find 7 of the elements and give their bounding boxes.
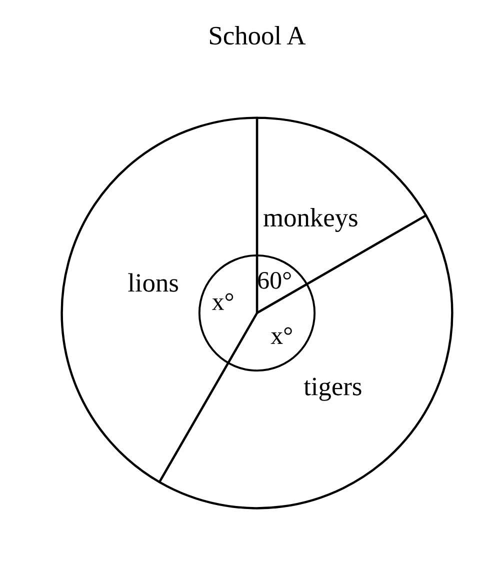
slice-label: monkeys [264, 208, 358, 232]
data-label: x° [270, 327, 292, 344]
slice-label: lions [128, 273, 178, 292]
slice-label: tigers [304, 378, 362, 401]
data-label: 60° [258, 272, 291, 289]
data-label: x° [212, 293, 234, 310]
chart-title: School A [210, 26, 306, 45]
